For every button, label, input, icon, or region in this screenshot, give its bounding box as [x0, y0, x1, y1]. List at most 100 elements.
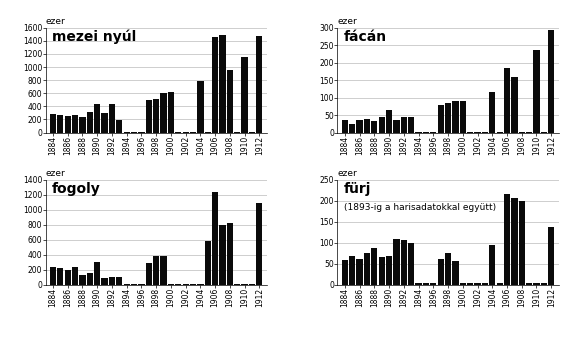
Text: ezer: ezer: [46, 17, 66, 26]
Bar: [50, 114, 56, 133]
Text: fürj: fürj: [344, 182, 372, 196]
Bar: [489, 245, 495, 285]
Bar: [87, 112, 93, 133]
Bar: [541, 132, 547, 133]
Bar: [219, 226, 226, 285]
Bar: [57, 268, 63, 285]
Bar: [94, 262, 100, 285]
Bar: [393, 239, 400, 285]
Bar: [423, 132, 429, 133]
Bar: [452, 101, 458, 133]
Bar: [57, 115, 63, 133]
Bar: [256, 203, 262, 285]
Bar: [197, 81, 203, 133]
Bar: [534, 50, 540, 133]
Bar: [474, 132, 481, 133]
Bar: [401, 117, 407, 133]
Bar: [72, 115, 78, 133]
Bar: [50, 266, 56, 285]
Bar: [175, 284, 181, 285]
Bar: [182, 284, 189, 285]
Bar: [79, 275, 86, 285]
Bar: [401, 240, 407, 285]
Bar: [482, 283, 488, 285]
Bar: [116, 277, 123, 285]
Bar: [519, 132, 525, 133]
Bar: [212, 192, 218, 285]
Bar: [342, 260, 348, 285]
Bar: [364, 253, 370, 285]
Bar: [459, 283, 466, 285]
Bar: [364, 119, 370, 133]
Bar: [242, 57, 248, 133]
Text: (1893-ig a harisadatokkal együtt): (1893-ig a harisadatokkal együtt): [344, 203, 496, 212]
Bar: [386, 110, 392, 133]
Bar: [526, 283, 532, 285]
Text: mezei nyúl: mezei nyúl: [52, 30, 136, 44]
Bar: [467, 132, 473, 133]
Bar: [64, 116, 71, 133]
Bar: [101, 112, 108, 133]
Bar: [64, 270, 71, 285]
Bar: [408, 117, 414, 133]
Bar: [504, 194, 510, 285]
Bar: [430, 132, 437, 133]
Bar: [496, 132, 503, 133]
Bar: [459, 101, 466, 133]
Bar: [87, 273, 93, 285]
Bar: [438, 260, 444, 285]
Bar: [534, 283, 540, 285]
Bar: [168, 92, 174, 133]
Bar: [467, 283, 473, 285]
Bar: [541, 283, 547, 285]
Bar: [408, 243, 414, 285]
Text: ezer: ezer: [337, 169, 357, 178]
Bar: [242, 284, 248, 285]
Bar: [124, 284, 130, 285]
Bar: [489, 92, 495, 133]
Bar: [482, 132, 488, 133]
Bar: [160, 93, 166, 133]
Bar: [474, 283, 481, 285]
Bar: [139, 284, 145, 285]
Bar: [416, 132, 422, 133]
Bar: [371, 248, 377, 285]
Bar: [445, 253, 451, 285]
Bar: [79, 117, 86, 133]
Text: ezer: ezer: [337, 17, 357, 26]
Bar: [160, 256, 166, 285]
Bar: [519, 201, 525, 285]
Bar: [249, 284, 255, 285]
Bar: [438, 105, 444, 133]
Bar: [109, 104, 115, 133]
Bar: [356, 260, 363, 285]
Bar: [153, 256, 159, 285]
Bar: [378, 117, 385, 133]
Bar: [94, 104, 100, 133]
Bar: [393, 120, 400, 133]
Bar: [548, 29, 555, 133]
Bar: [342, 120, 348, 133]
Bar: [548, 227, 555, 285]
Bar: [349, 256, 355, 285]
Bar: [109, 277, 115, 285]
Bar: [430, 283, 437, 285]
Bar: [219, 35, 226, 133]
Bar: [511, 77, 518, 133]
Bar: [256, 36, 262, 133]
Bar: [496, 283, 503, 285]
Bar: [423, 283, 429, 285]
Bar: [146, 263, 152, 285]
Bar: [227, 70, 233, 133]
Bar: [349, 124, 355, 133]
Bar: [72, 266, 78, 285]
Bar: [504, 68, 510, 133]
Bar: [212, 37, 218, 133]
Bar: [511, 198, 518, 285]
Bar: [234, 284, 241, 285]
Bar: [386, 256, 392, 285]
Bar: [197, 284, 203, 285]
Text: fácán: fácán: [344, 30, 387, 44]
Bar: [190, 284, 196, 285]
Bar: [526, 132, 532, 133]
